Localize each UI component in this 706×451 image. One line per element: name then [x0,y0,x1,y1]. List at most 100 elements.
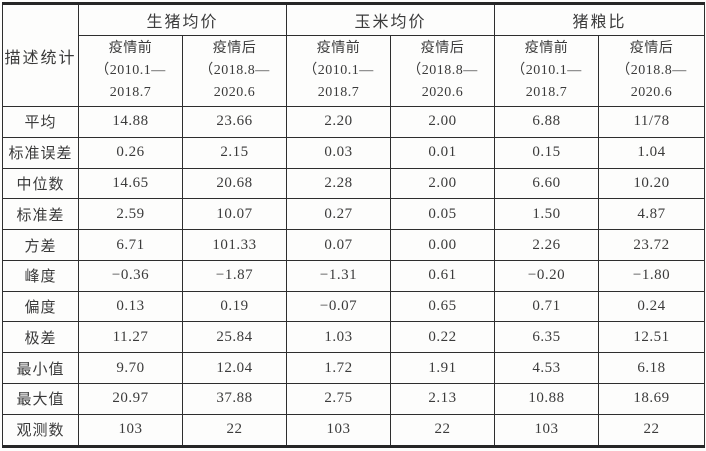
data-cell: 101.33 [181,229,288,261]
data-cell: 6.60 [494,167,600,200]
data-cell: 0.13 [78,290,183,323]
period-header-row: 疫情前 （2010.1— 2018.7 疫情后 （2018.8— 2020.6 … [3,35,706,107]
period-range-end: 2018.7 [109,85,152,100]
row-label: 中位数 [2,167,79,200]
data-cell: 6.18 [598,352,706,385]
data-cell: 2.00 [390,106,496,138]
period-header-pre-epidemic: 疫情前 （2010.1— 2018.7 [286,35,392,107]
row-label: 平均 [2,106,79,138]
period-header-post-epidemic: 疫情后 （2018.8— 2020.6 [390,35,496,107]
data-cell: 6.88 [494,106,600,138]
data-cell: 14.65 [78,167,183,200]
table-row: 中位数 14.65 20.68 2.28 2.00 6.60 10.20 [2,167,706,200]
period-header-post-epidemic: 疫情后 （2018.8— 2020.6 [181,35,288,107]
data-cell: 2.20 [286,106,392,138]
data-cell: 37.88 [181,383,288,415]
period-header-pre-epidemic: 疫情前 （2010.1— 2018.7 [78,35,183,107]
data-cell: 2.13 [390,383,496,415]
data-cell: 22 [598,413,706,448]
row-label: 最大值 [2,383,79,415]
data-cell: 0.26 [78,136,183,169]
row-label: 标准差 [2,198,79,231]
table-row: 方差 6.71 101.33 0.07 0.00 2.26 23.72 [2,229,706,261]
corner-header: 描述统计 [2,3,79,107]
data-cell: 1.91 [390,352,496,385]
data-cell: −0.36 [78,259,183,292]
data-cell: 0.03 [286,136,392,169]
data-cell: 0.65 [390,290,496,323]
group-header-row: 描述统计 生猪均价 玉米均价 猪粮比 [2,3,706,107]
table-row: 观测数 103 22 103 22 103 22 [2,413,706,448]
data-cell: 6.71 [78,229,183,261]
table-row: 标准差 2.59 10.07 0.27 0.05 1.50 4.87 [2,198,706,231]
period-label: 疫情后 [420,41,465,56]
group-header-pig-grain-ratio: 猪粮比 [494,3,706,36]
row-label: 极差 [2,321,79,354]
data-cell: 103 [78,413,183,448]
data-cell: 103 [494,413,600,448]
data-cell: 12.51 [598,321,706,354]
data-cell: 23.72 [598,229,706,261]
period-range-end: 2020.6 [630,85,673,100]
period-range-start: （2018.8— [616,63,687,78]
data-cell: 11.27 [78,321,183,354]
data-cell: 2.75 [286,383,392,415]
data-cell: 2.00 [390,167,496,200]
data-cell: 1.50 [494,198,600,231]
data-cell: 1.03 [286,321,392,354]
period-label: 疫情前 [524,41,569,56]
data-cell: 0.05 [390,198,496,231]
row-label: 最小值 [2,352,79,385]
period-range-start: （2018.8— [407,63,478,78]
data-cell: 25.84 [181,321,288,354]
data-cell: 0.22 [390,321,496,354]
row-label: 峰度 [2,259,79,292]
data-cell: 0.27 [286,198,392,231]
period-range-end: 2018.7 [317,85,360,100]
data-cell: 4.53 [494,352,600,385]
period-range-end: 2020.6 [213,85,256,100]
data-cell: 2.15 [181,136,288,169]
period-label: 疫情后 [629,41,674,56]
table-row: 偏度 0.13 0.19 −0.07 0.65 0.71 0.24 [2,290,706,323]
period-range-end: 2018.7 [525,85,568,100]
data-cell: 23.66 [181,106,288,138]
data-cell: 10.88 [494,383,600,415]
row-label: 偏度 [2,290,79,323]
data-cell: 6.35 [494,321,600,354]
data-cell: 1.04 [598,136,706,169]
data-cell: 14.88 [78,106,183,138]
data-cell: 22 [181,413,288,448]
data-cell: 20.97 [78,383,183,415]
data-cell: 2.59 [78,198,183,231]
data-cell: 20.68 [181,167,288,200]
table-row: 最小值 9.70 12.04 1.72 1.91 4.53 6.18 [2,352,706,385]
data-cell: −0.07 [286,290,392,323]
data-cell: −0.20 [494,259,600,292]
period-header-post-epidemic: 疫情后 （2018.8— 2020.6 [598,35,706,107]
data-cell: 0.61 [390,259,496,292]
period-range-start: （2010.1— [303,63,374,78]
row-label: 观测数 [2,413,79,448]
data-cell: 0.19 [181,290,288,323]
row-label: 标准误差 [2,136,79,169]
data-cell: 22 [390,413,496,448]
period-label: 疫情前 [108,41,153,56]
data-cell: 103 [286,413,392,448]
data-cell: −1.31 [286,259,392,292]
data-cell: 0.01 [390,136,496,169]
data-cell: 18.69 [598,383,706,415]
data-cell: 4.87 [598,198,706,231]
data-cell: 0.07 [286,229,392,261]
data-cell: 0.15 [494,136,600,169]
data-cell: 10.07 [181,198,288,231]
period-label: 疫情前 [316,41,361,56]
data-cell: 1.72 [286,352,392,385]
data-cell: 10.20 [598,167,706,200]
period-range-end: 2020.6 [421,85,464,100]
data-cell: −1.87 [181,259,288,292]
period-range-start: （2010.1— [95,63,166,78]
group-header-pig-price: 生猪均价 [77,3,288,36]
